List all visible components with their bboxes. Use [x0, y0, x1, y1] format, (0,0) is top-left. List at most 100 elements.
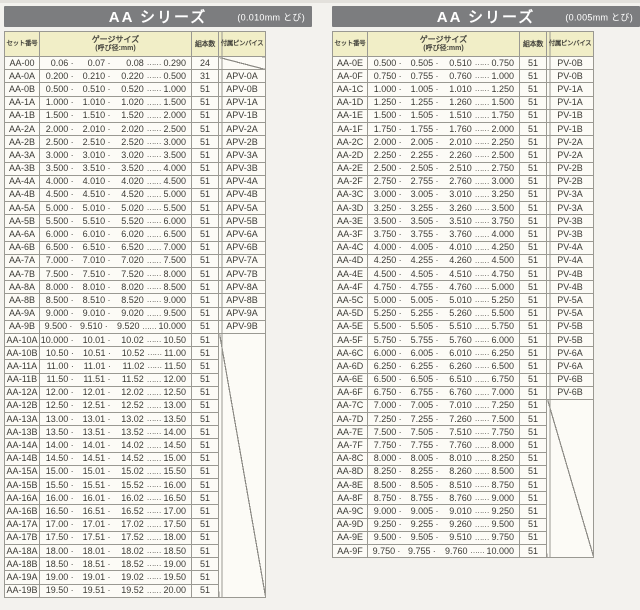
dot-separator: · — [435, 123, 439, 134]
gauge-values: 14.50 · 14.51 · 14.52…… 15.00 — [41, 454, 191, 463]
gauge-value-end: 9.000 — [491, 492, 514, 503]
gauge-value-start: 4.750 — [373, 281, 397, 292]
table-row: AA-5F 5.750 · 5.755 · 5.760…… 6.000 51 PV-5B — [332, 332, 594, 348]
gauge-set-table-0005mm: セット番号 ゲージサイズ (呼び径:mm) 組本数 付属ピンバイス AA-0E 0.500 ·… — [332, 31, 594, 559]
set-number-cell: AA-9B — [4, 319, 40, 334]
gauge-size-cell: 3.750 · 3.755 · 3.760…… 4.000 — [367, 227, 520, 242]
series-title: AA シリーズ — [108, 9, 208, 26]
gauge-value-second: 17.01 — [82, 519, 106, 530]
gauge-value-start: 0.500 — [45, 83, 69, 94]
ellipsis-separator: …… — [146, 532, 162, 542]
table-row: AA-1A 1.000 · 1.010 · 1.020…… 1.500 51 APV-1A — [4, 95, 266, 110]
gauge-value-end: 7.000 — [491, 387, 514, 398]
dot-separator: · — [435, 387, 439, 398]
pin-vise-cell: APV-5A — [218, 201, 266, 216]
ellipsis-separator: …… — [474, 150, 490, 160]
table-row: AA-18B 18.50 · 18.51 · 18.52…… 19.00 51 — [4, 557, 266, 572]
set-number-cell: AA-2B — [4, 135, 40, 150]
gauge-value-end: 8.000 — [491, 440, 514, 451]
table-row: AA-6A 6.000 · 6.010 · 6.020…… 6.500 51 APV-6A — [4, 227, 266, 242]
gauge-value-second: 9.510 — [80, 321, 103, 332]
set-number-cell: AA-5F — [332, 332, 368, 348]
pin-vise-cell: APV-5B — [218, 214, 266, 229]
ellipsis-separator: …… — [474, 506, 490, 516]
gauge-value-start: 10.50 — [45, 347, 69, 358]
gauge-value-start: 8.250 — [373, 466, 397, 477]
dot-separator: · — [435, 215, 439, 226]
set-number-cell: AA-6D — [332, 359, 368, 374]
gauge-size-cell: 2.750 · 2.755 · 2.760…… 3.000 — [367, 174, 520, 189]
gauge-values: 5.500 · 5.505 · 5.510…… 5.750 — [369, 322, 519, 331]
dot-separator: · — [70, 426, 74, 437]
col-header-piece-count: 組本数 — [191, 31, 219, 57]
gauge-value-start: 7.750 — [373, 440, 397, 451]
dot-separator: · — [107, 492, 111, 503]
gauge-value-start: 13.50 — [45, 426, 69, 437]
gauge-value-end: 2.500 — [491, 149, 514, 160]
dot-separator: · — [435, 202, 439, 213]
dot-separator: · — [70, 571, 74, 582]
ellipsis-separator: …… — [147, 348, 162, 358]
dot-separator: · — [398, 400, 402, 411]
gauge-value-start: 9.750 — [372, 545, 396, 556]
series-step-label: (0.005mm とび) — [565, 12, 633, 22]
gauge-values: 10.000 · 10.01 · 10.02…… 10.50 — [41, 335, 191, 345]
gauge-value-second: 5.510 — [82, 215, 106, 226]
table-row: AA-4C 4.000 · 4.005 · 4.010…… 4.250 51 PV-4A — [332, 240, 594, 255]
ellipsis-separator: …… — [146, 71, 162, 81]
gauge-value-start: 7.500 — [45, 268, 69, 279]
set-number-cell: AA-1F — [332, 121, 368, 137]
gauge-value-second: 12.51 — [82, 400, 106, 411]
pin-vise-cell: PV-4B — [546, 280, 594, 295]
gauge-value-second: 6.510 — [82, 242, 106, 253]
table-row: AA-2A 2.000 · 2.010 · 2.020…… 2.500 51 APV-2A — [4, 121, 266, 137]
gauge-values: 7.500 · 7.505 · 7.510…… 7.750 — [369, 427, 519, 437]
dot-separator: · — [435, 136, 439, 147]
gauge-header-line2: (呼び径:mm) — [423, 45, 464, 52]
pin-vise-cell: PV-4A — [546, 240, 594, 255]
gauge-value-start: 3.250 — [373, 202, 397, 213]
gauge-values: 13.00 · 13.01 · 13.02…… 13.50 — [41, 414, 191, 424]
dot-separator: · — [435, 308, 439, 319]
dot-separator: · — [435, 268, 439, 279]
gauge-value-end: 9.250 — [491, 505, 514, 516]
gauge-size-cell: 7.500 · 7.505 · 7.510…… 7.750 — [367, 425, 520, 440]
gauge-value-second: 9.505 — [410, 532, 434, 543]
gauge-value-end: 1.000 — [491, 70, 514, 81]
set-number-cell: AA-9A — [4, 306, 40, 321]
dot-separator: · — [70, 558, 74, 569]
table-row: AA-9F 9.750 · 9.755 · 9.760…… 10.000 51 — [332, 543, 594, 559]
table-row: AA-2F 2.750 · 2.755 · 2.760…… 3.000 51 PV-2B — [332, 174, 594, 189]
gauge-size-cell: 9.500 · 9.505 · 9.510…… 9.750 — [367, 530, 520, 545]
gauge-value-start: 4.000 — [45, 176, 69, 187]
gauge-size-cell: 9.000 · 9.010 · 9.020…… 9.500 — [39, 306, 192, 321]
gauge-size-cell: 11.50 · 11.51 · 11.52…… 12.00 — [39, 372, 192, 387]
gauge-value-third: 8.020 — [121, 281, 144, 292]
gauge-value-third: 7.010 — [449, 400, 472, 411]
set-number-cell: AA-14B — [4, 451, 40, 466]
dot-separator: · — [70, 123, 74, 134]
gauge-values: 6.000 · 6.005 · 6.010…… 6.250 — [369, 348, 519, 358]
gauge-value-second: 2.755 — [410, 176, 434, 187]
gauge-value-end: 0.290 — [163, 57, 186, 68]
gauge-values: 0.06 · 0.07 · 0.08…… 0.290 — [41, 57, 191, 68]
gauge-value-start: 19.00 — [45, 571, 69, 582]
ellipsis-separator: …… — [146, 519, 162, 529]
dot-separator: · — [398, 176, 402, 187]
gauge-value-end: 2.750 — [491, 163, 514, 174]
gauge-values: 3.000 · 3.010 · 3.020…… 3.500 — [41, 150, 191, 160]
gauge-values: 4.250 · 4.255 · 4.260…… 4.500 — [369, 256, 519, 265]
empty-diagonal-cell — [218, 332, 266, 598]
set-number-cell: AA-6B — [4, 240, 40, 255]
series-title: AA シリーズ — [436, 9, 536, 26]
gauge-value-second: 5.005 — [410, 294, 434, 305]
set-number-cell: AA-8E — [332, 477, 368, 493]
table-row: AA-6C 6.000 · 6.005 · 6.010…… 6.250 51 PV-6A — [332, 346, 594, 361]
table-row: AA-3E 3.500 · 3.505 · 3.510…… 3.750 51 PV-3B — [332, 214, 594, 229]
piece-count-cell: 51 — [191, 187, 219, 203]
gauge-value-start: 18.50 — [45, 558, 69, 569]
gauge-value-second: 5.755 — [410, 334, 434, 345]
dot-separator: · — [398, 123, 402, 134]
gauge-values: 19.00 · 19.01 · 19.02…… 19.50 — [41, 571, 191, 582]
dot-separator: · — [435, 334, 439, 345]
